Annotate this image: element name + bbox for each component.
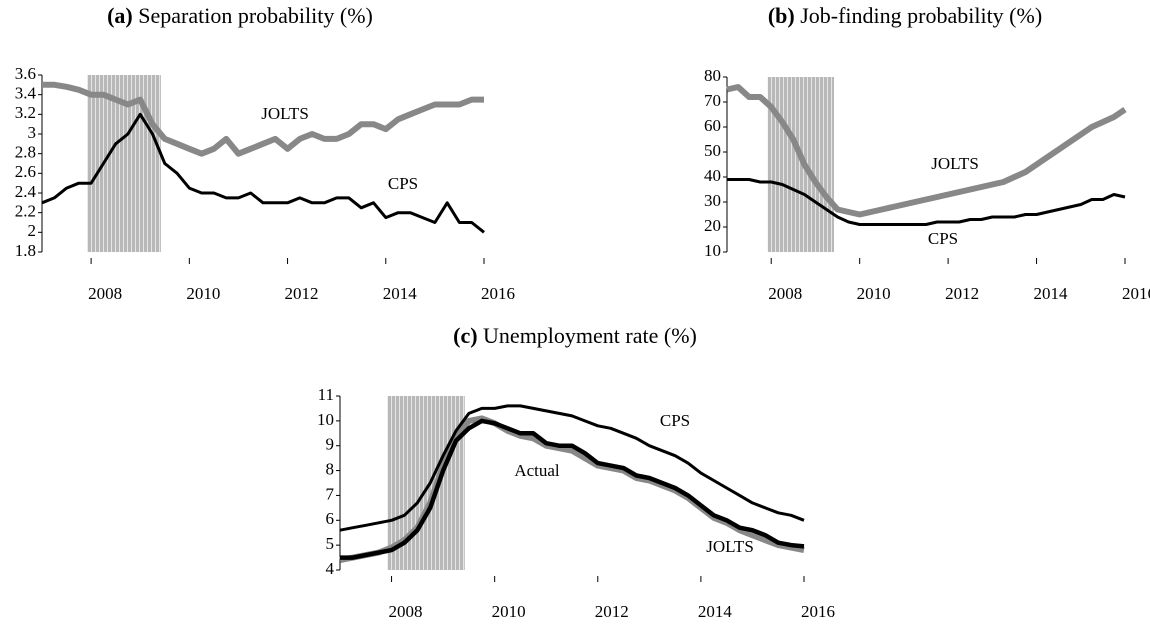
x-tick-label: 2016 bbox=[1122, 284, 1150, 303]
series-line bbox=[41, 112, 485, 234]
y-tick-label: 8 bbox=[326, 459, 335, 478]
x-tick-label: 2012 bbox=[595, 602, 629, 621]
panel-title-text: Job-finding probability (%) bbox=[800, 3, 1042, 28]
panel-label: (c) bbox=[453, 323, 477, 348]
y-tick-label: 6 bbox=[326, 509, 335, 528]
x-tick-label: 2016 bbox=[481, 284, 515, 303]
y-tick-label: 5 bbox=[326, 534, 335, 553]
x-tick-label: 2008 bbox=[88, 284, 122, 303]
y-tick-label: 3 bbox=[28, 123, 37, 142]
panel-label: (b) bbox=[768, 3, 795, 28]
series-line bbox=[726, 84, 1127, 218]
y-tick-label: 3.2 bbox=[15, 103, 36, 122]
x-tick-label: 2016 bbox=[801, 602, 835, 621]
series-label: CPS bbox=[928, 229, 958, 248]
x-tick-label: 2014 bbox=[383, 284, 418, 303]
x-tick-label: 2014 bbox=[1034, 284, 1069, 303]
x-tick-label: 2010 bbox=[492, 602, 526, 621]
y-tick-label: 3.4 bbox=[15, 84, 37, 103]
y-tick-label: 70 bbox=[704, 91, 721, 110]
y-tick-label: 20 bbox=[704, 216, 721, 235]
y-tick-label: 30 bbox=[704, 191, 721, 210]
y-tick-label: 40 bbox=[704, 166, 721, 185]
series-line bbox=[340, 418, 805, 560]
y-tick-label: 2.2 bbox=[15, 202, 36, 221]
x-tick-label: 2010 bbox=[186, 284, 220, 303]
panel-title-text: Unemployment rate (%) bbox=[483, 323, 697, 348]
series-line bbox=[339, 404, 805, 532]
x-tick-label: 2008 bbox=[768, 284, 802, 303]
y-tick-label: 2 bbox=[28, 221, 37, 240]
x-tick-label: 2014 bbox=[698, 602, 733, 621]
y-tick-label: 3.6 bbox=[15, 64, 36, 83]
y-tick-label: 4 bbox=[326, 559, 335, 578]
y-tick-label: 10 bbox=[704, 241, 721, 260]
y-tick-label: 2.8 bbox=[15, 143, 36, 162]
panel-title: (c) Unemployment rate (%) bbox=[453, 323, 697, 348]
panel-title-text: Separation probability (%) bbox=[138, 3, 373, 28]
series-label: CPS bbox=[660, 411, 690, 430]
panel-title: (b) Job-finding probability (%) bbox=[768, 3, 1042, 28]
x-tick-label: 2012 bbox=[945, 284, 979, 303]
series-label: CPS bbox=[388, 174, 418, 193]
y-tick-label: 1.8 bbox=[15, 241, 36, 260]
y-tick-label: 80 bbox=[704, 66, 721, 85]
recession-shade bbox=[767, 77, 835, 252]
y-tick-label: 50 bbox=[704, 141, 721, 160]
y-tick-label: 7 bbox=[326, 484, 335, 503]
y-tick-label: 60 bbox=[704, 116, 721, 135]
y-tick-label: 10 bbox=[317, 410, 334, 429]
panel-label: (a) bbox=[107, 3, 133, 28]
y-tick-label: 2.4 bbox=[15, 182, 37, 201]
series-line bbox=[727, 178, 1126, 226]
series-label: JOLTS bbox=[931, 154, 979, 173]
series-line bbox=[42, 81, 484, 157]
y-tick-label: 11 bbox=[318, 385, 334, 404]
x-tick-label: 2008 bbox=[389, 602, 423, 621]
y-tick-label: 2.6 bbox=[15, 162, 36, 181]
panel-title: (a) Separation probability (%) bbox=[107, 3, 373, 28]
series-label: Actual bbox=[514, 461, 560, 480]
x-tick-label: 2012 bbox=[285, 284, 319, 303]
series-label: JOLTS bbox=[261, 104, 309, 123]
x-tick-label: 2010 bbox=[857, 284, 891, 303]
y-tick-label: 9 bbox=[326, 435, 335, 454]
series-label: JOLTS bbox=[706, 537, 754, 556]
